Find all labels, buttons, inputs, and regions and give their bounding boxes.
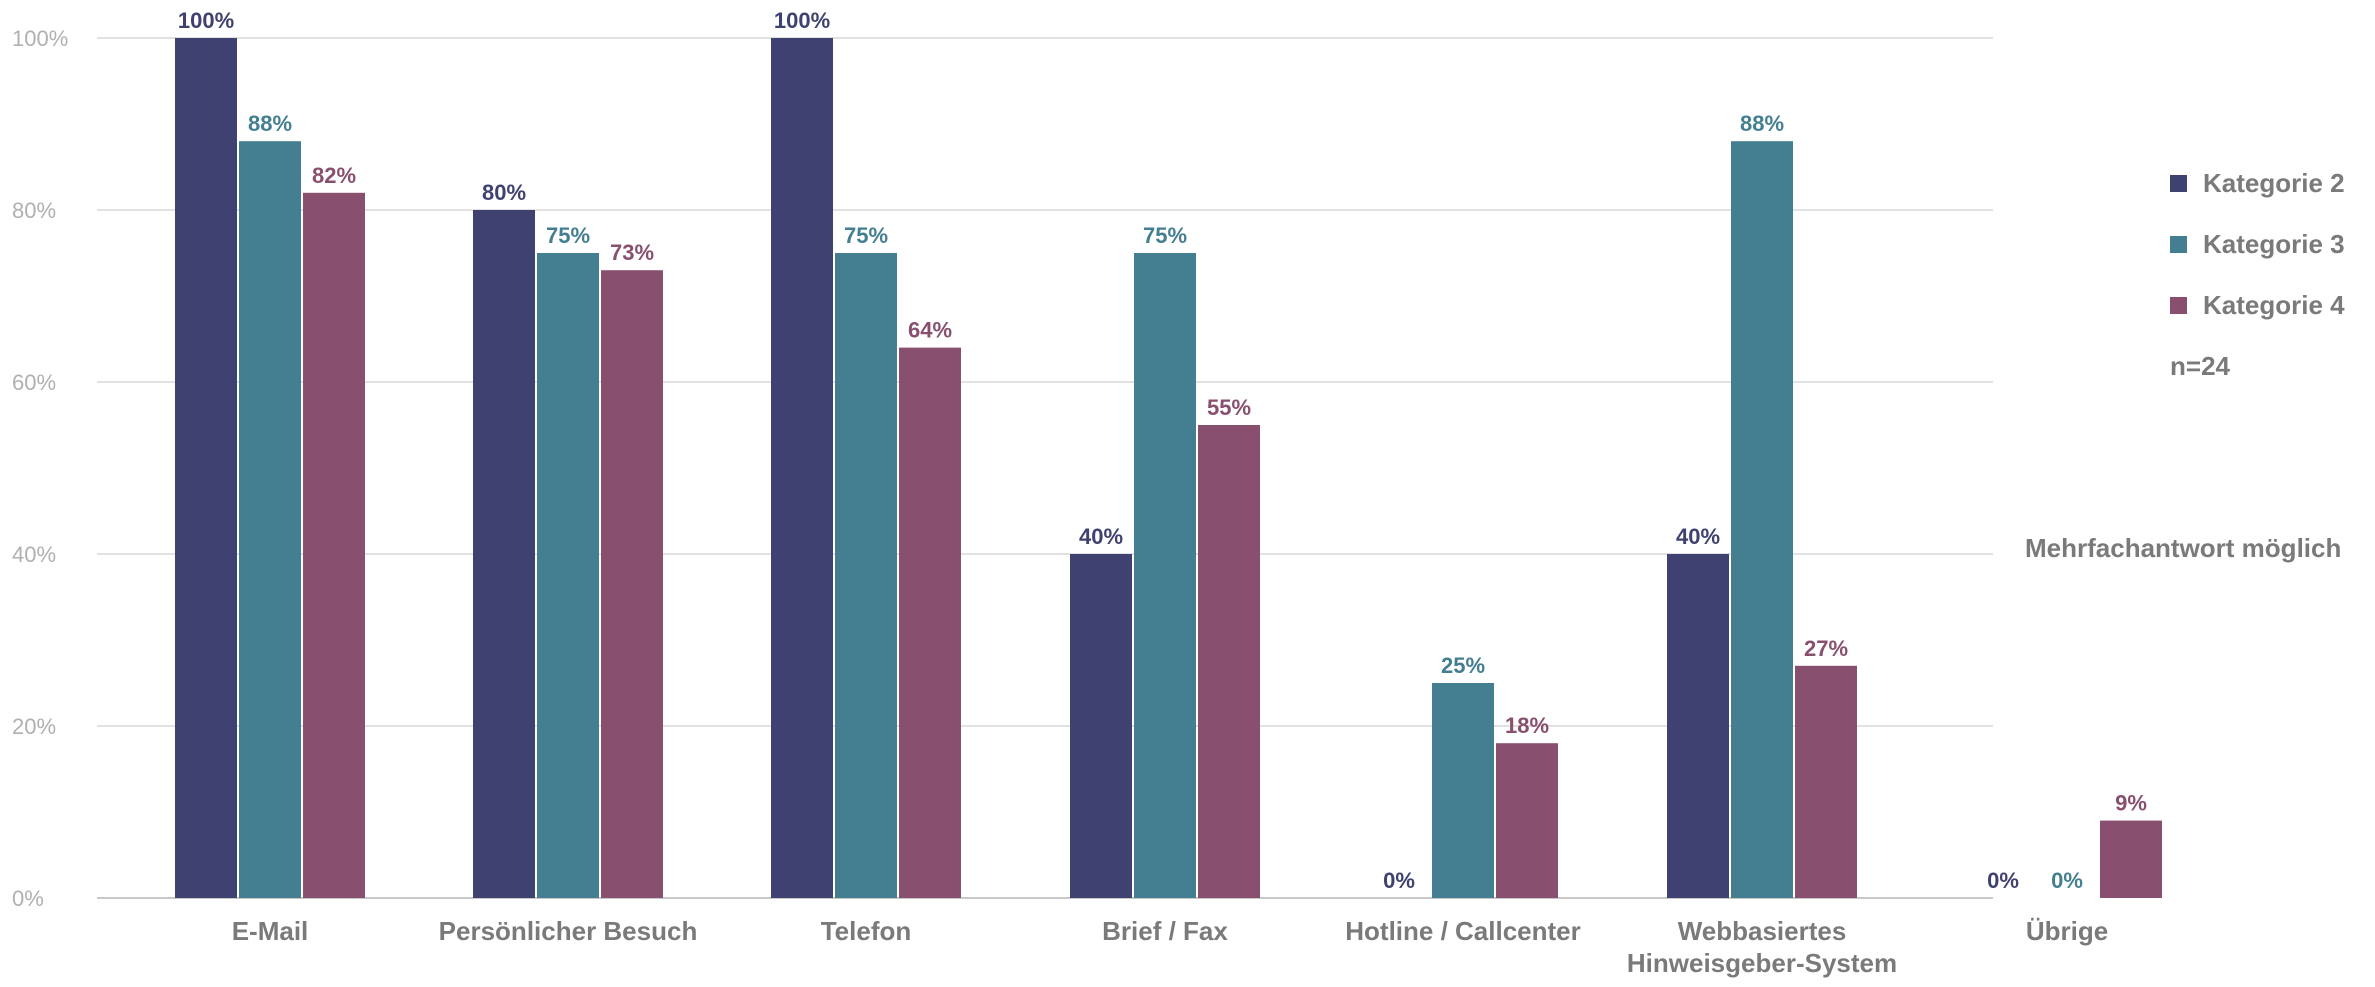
bar: [1070, 554, 1132, 898]
data-label: 73%: [610, 240, 654, 265]
y-tick-label: 40%: [12, 542, 56, 567]
data-label: 75%: [1143, 223, 1187, 248]
bar: [835, 253, 897, 898]
x-tick-label: E-Mail: [232, 916, 309, 946]
y-tick-label: 0%: [12, 886, 44, 911]
bar: [303, 192, 365, 899]
data-label: 100%: [774, 8, 830, 33]
y-tick-label: 100%: [12, 26, 68, 51]
bar: [1795, 665, 1857, 898]
data-label: 27%: [1804, 636, 1848, 661]
x-tick-label: Brief / Fax: [1102, 916, 1228, 946]
bar: [1134, 253, 1196, 898]
data-label: 88%: [1740, 111, 1784, 136]
data-label: 0%: [1987, 868, 2019, 893]
bar: [1731, 141, 1793, 898]
data-label: 75%: [844, 223, 888, 248]
bar: [899, 347, 961, 899]
data-label: 40%: [1079, 524, 1123, 549]
legend-swatch: [2170, 297, 2187, 314]
bar: [1432, 683, 1494, 898]
legend-label: Kategorie 2: [2203, 168, 2345, 198]
data-label: 25%: [1441, 653, 1485, 678]
legend-swatch: [2170, 236, 2187, 253]
x-tick-label: Hinweisgeber-System: [1627, 948, 1897, 978]
x-tick-label: Hotline / Callcenter: [1345, 916, 1581, 946]
legend-item-kategorie-2: Kategorie 2: [2170, 153, 2370, 214]
data-label: 64%: [908, 318, 952, 343]
bar: [239, 141, 301, 898]
x-tick-label: Persönlicher Besuch: [439, 916, 698, 946]
legend-item-kategorie-3: Kategorie 3: [2170, 214, 2370, 275]
legend-item-kategorie-4: Kategorie 4: [2170, 275, 2370, 336]
bar: [175, 38, 237, 898]
legend: Kategorie 2 Kategorie 3 Kategorie 4 n=24: [2170, 153, 2370, 397]
data-label: 100%: [178, 8, 234, 33]
bar: [537, 253, 599, 898]
data-label: 40%: [1676, 524, 1720, 549]
bar: [1496, 743, 1558, 898]
bar: [1198, 425, 1260, 898]
data-label: 9%: [2115, 791, 2147, 816]
data-label: 0%: [2051, 868, 2083, 893]
x-tick-label: Übrige: [2026, 916, 2108, 946]
y-tick-label: 20%: [12, 714, 56, 739]
data-label: 55%: [1207, 395, 1251, 420]
bar: [771, 38, 833, 898]
bar: [2100, 820, 2162, 898]
data-label: 82%: [312, 163, 356, 188]
legend-label: Kategorie 4: [2203, 290, 2345, 320]
y-tick-label: 60%: [12, 370, 56, 395]
legend-label: Kategorie 3: [2203, 229, 2345, 259]
bar: [601, 270, 663, 898]
bar: [473, 210, 535, 898]
data-label: 80%: [482, 180, 526, 205]
x-tick-label: Webbasiertes: [1678, 916, 1847, 946]
data-label: 88%: [248, 111, 292, 136]
multiple-answers-note: Mehrfachantwort möglich: [2025, 533, 2342, 563]
data-label: 0%: [1383, 868, 1415, 893]
data-label: 18%: [1505, 713, 1549, 738]
legend-swatch: [2170, 175, 2187, 192]
y-tick-label: 80%: [12, 198, 56, 223]
bar: [1667, 554, 1729, 898]
x-tick-label: Telefon: [821, 916, 912, 946]
sample-size-label: n=24: [2170, 351, 2230, 381]
data-label: 75%: [546, 223, 590, 248]
